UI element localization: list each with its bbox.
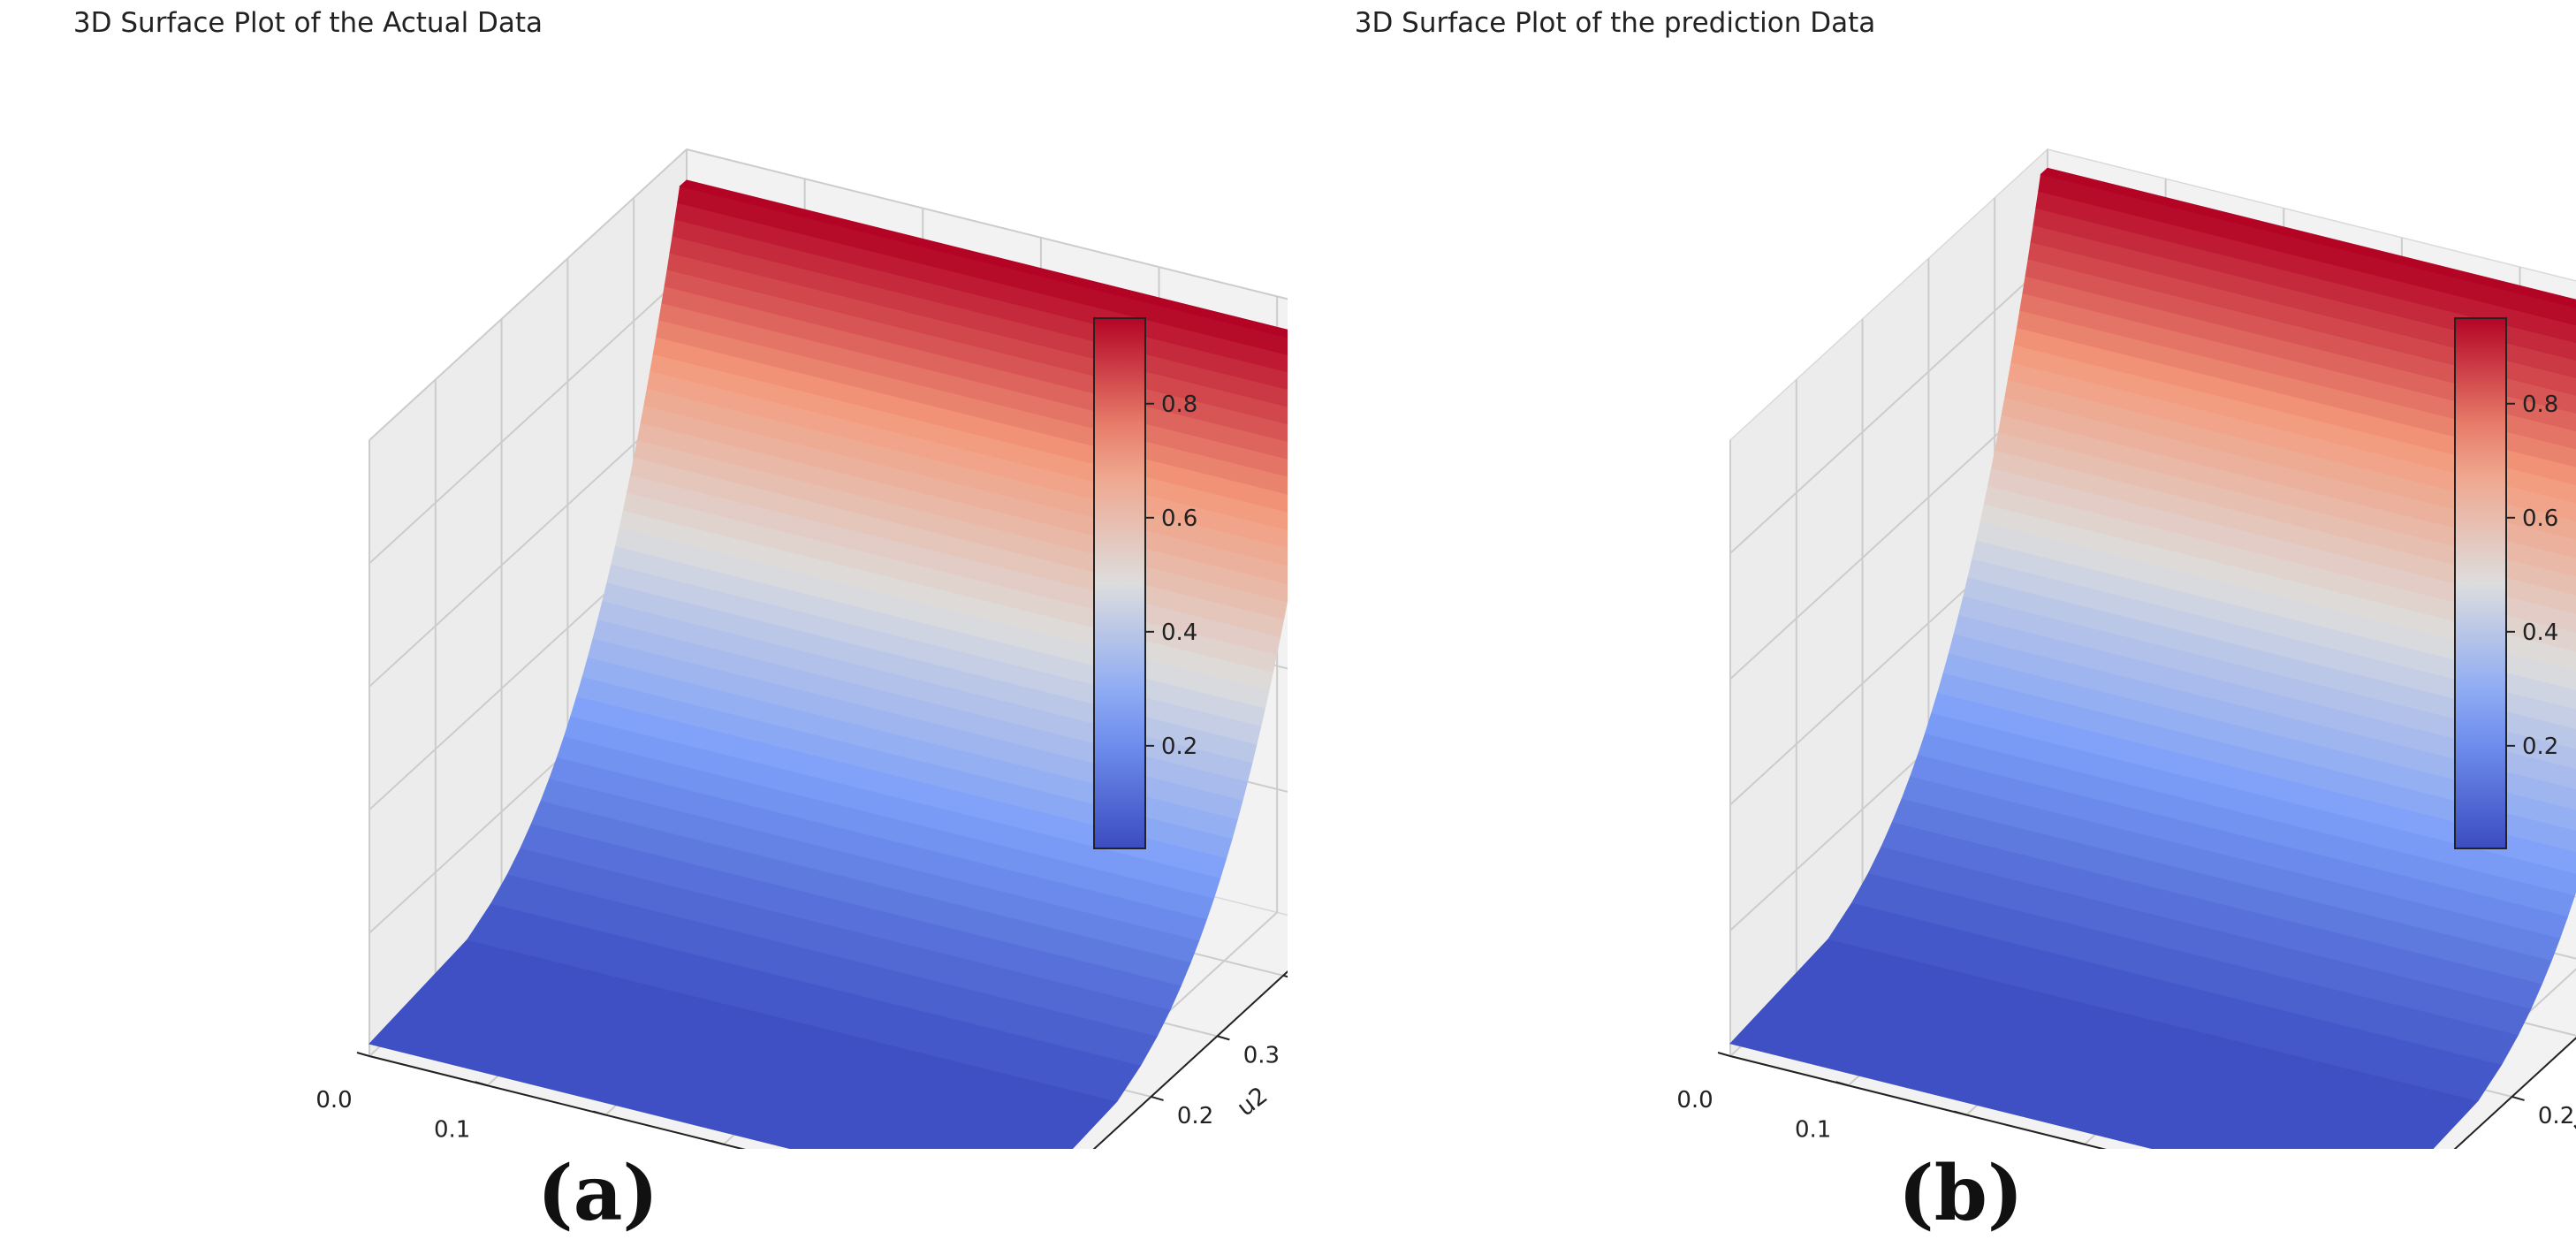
colorbar-tick-label: 0.8 [2522, 392, 2558, 418]
surface-strip [1963, 576, 2576, 749]
surface-strip [1991, 449, 2576, 614]
surface-strip [2010, 344, 2576, 504]
x-tick-label: 0.2 [552, 1146, 589, 1149]
colorbar [1093, 317, 1146, 849]
surface-plot-prediction: 0.00.10.20.30.40.50.00.10.20.30.40.20.40… [1676, 148, 2576, 1149]
y-tick [2511, 1095, 2525, 1101]
y-tick [1151, 1095, 1164, 1101]
x-tick [710, 1139, 725, 1145]
y-axis-label: u2_pred [2567, 1061, 2576, 1143]
surface-strip [2035, 190, 2576, 344]
colorbar-tick-label: 0.6 [1161, 506, 1197, 532]
surface-strip [1967, 558, 2576, 729]
surface-plot-actual: 0.00.10.20.30.40.50.00.10.20.30.40.20.40… [315, 148, 1288, 1149]
surface-strip [1987, 467, 2576, 633]
surface-strip [1937, 672, 2576, 853]
panel-caption-b: (b) [1898, 1149, 2024, 1238]
colorbar-tick-label: 0.6 [2522, 506, 2558, 532]
surface-strip [1972, 539, 2576, 710]
surface-strip [1958, 595, 2576, 769]
surface-strip [2038, 173, 2576, 326]
chart-panel-actual: 3D Surface Plot of the Actual Data 0.0 0.… [72, 7, 1288, 1149]
surface-strip [1997, 414, 2576, 577]
surface-strip [1953, 613, 2576, 789]
chart-panel-prediction: 3D Surface Plot of the prediction Data 0… [1355, 0, 2576, 1247]
colorbar-tick-label: 0.4 [1161, 620, 1197, 646]
x-tick [2071, 1139, 2086, 1145]
surface-top [2040, 167, 2576, 308]
y-axis-label: u2 [1232, 1082, 1273, 1122]
x-tick-label: 0.1 [1795, 1116, 1831, 1143]
x-tick-label: 0.0 [1676, 1087, 1713, 1114]
grid-line [369, 395, 688, 688]
grid-line [686, 148, 1288, 300]
x-tick-label: 0.1 [434, 1116, 470, 1143]
colorbar-tick-label: 0.2 [2522, 734, 2558, 760]
surface-strip [1995, 431, 2576, 596]
chart-title: 3D Surface Plot of the Actual Data [72, 7, 543, 39]
x-tick-label: 0.0 [315, 1087, 352, 1114]
x-tick [356, 1052, 370, 1057]
x-tick-label: 0.2 [1913, 1146, 1949, 1149]
surface-strip [677, 186, 1288, 355]
colorbar-tick-label: 0.8 [1161, 392, 1197, 418]
grid-line [369, 148, 688, 441]
surface-strip [1979, 503, 2576, 671]
y-tick [1282, 974, 1288, 978]
y-tick-label: 0.2 [1177, 1103, 1213, 1129]
surface-strip [2019, 293, 2576, 450]
surface-strip [1931, 692, 2576, 874]
y-tick-label: 0.2 [2538, 1103, 2574, 1129]
surface-strip [2004, 378, 2576, 540]
surface-strip [1948, 633, 2576, 810]
surface-top [679, 179, 1288, 338]
panel-caption-a: (a) [537, 1149, 659, 1238]
x-tick [1717, 1052, 1731, 1057]
x-tick [1953, 1110, 1967, 1116]
colorbar [2454, 317, 2507, 849]
surface-strip [2007, 361, 2576, 522]
grid-line [369, 271, 688, 565]
colorbar-tick-label: 0.2 [1161, 734, 1197, 760]
surface-strip [2013, 327, 2576, 485]
x-tick [475, 1081, 488, 1087]
grid-line [1729, 262, 2048, 554]
surface-strip [1983, 485, 2576, 652]
y-tick-label: 0.3 [1243, 1042, 1280, 1068]
surface-strip [1976, 521, 2576, 690]
x-tick [1835, 1081, 1849, 1087]
x-tick [592, 1110, 606, 1116]
surface-strip [2017, 309, 2576, 468]
y-tick [1217, 1035, 1230, 1041]
y-axis-line [2453, 1037, 2576, 1149]
surface-strip [2001, 396, 2576, 559]
surface-strip [1924, 711, 2576, 896]
chart-title: 3D Surface Plot of the prediction Data [1354, 7, 1876, 39]
colorbar-tick-label: 0.4 [2522, 620, 2558, 646]
grid-line [1729, 387, 2048, 681]
surface-strip [1942, 652, 2576, 831]
